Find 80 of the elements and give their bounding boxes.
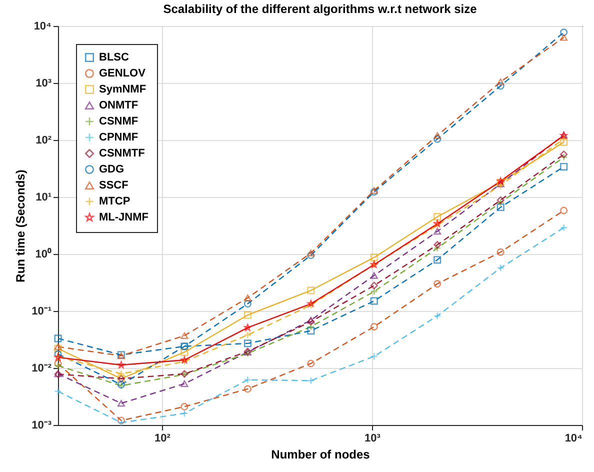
point <box>560 138 568 146</box>
y-tick-label: 10² <box>36 134 52 146</box>
point <box>370 272 378 279</box>
point <box>180 348 188 356</box>
point <box>434 241 442 249</box>
legend-label: CSNMTF <box>99 148 146 160</box>
legend-label: MTCP <box>99 196 130 208</box>
y-tick-label: 10³ <box>36 78 52 90</box>
y-tick-label: 10⁰ <box>35 248 52 260</box>
point <box>244 294 252 302</box>
legend-label: SymNMF <box>99 84 146 96</box>
x-tick-label: 10² <box>154 432 171 444</box>
y-tick-label: 10⁴ <box>34 20 52 32</box>
point <box>307 360 315 368</box>
point <box>496 198 504 206</box>
point <box>496 204 504 212</box>
point <box>370 322 378 330</box>
point <box>54 334 62 342</box>
point <box>560 28 568 36</box>
legend-label: ML-JNMF <box>99 212 149 224</box>
legend-label: CSNMF <box>99 116 138 128</box>
point <box>180 410 188 418</box>
point <box>307 327 315 335</box>
point <box>370 352 378 360</box>
y-tick-label: 10⁻¹ <box>32 306 52 318</box>
point <box>117 400 125 407</box>
point <box>434 135 442 143</box>
point <box>496 196 504 204</box>
x-tick-label: 10³ <box>364 432 381 444</box>
chart-title: Scalability of the different algorithms w.r.t network size <box>163 2 478 16</box>
point <box>54 388 62 396</box>
point <box>180 332 188 339</box>
legend-label: ONMTF <box>99 100 138 112</box>
point <box>560 162 568 170</box>
point <box>496 248 504 256</box>
point <box>434 228 442 235</box>
point <box>434 244 442 252</box>
point <box>54 350 62 358</box>
point <box>370 288 378 296</box>
y-tick-label: 10¹ <box>36 192 52 204</box>
point <box>307 250 315 256</box>
legend-label: GDG <box>99 164 124 176</box>
point <box>307 252 315 260</box>
point <box>434 312 442 320</box>
point <box>496 264 504 272</box>
x-tick-label: 10⁴ <box>564 432 582 444</box>
point <box>244 300 252 308</box>
point <box>370 282 378 290</box>
point <box>307 322 315 330</box>
point <box>180 380 188 388</box>
point <box>244 376 252 384</box>
legend-label: CPNMF <box>99 132 138 144</box>
point <box>244 324 252 331</box>
x-axis-title: Number of nodes <box>271 448 370 462</box>
point <box>370 254 378 262</box>
point <box>434 256 442 264</box>
point <box>434 132 442 139</box>
y-axis-title: Run time (Seconds) <box>14 170 28 282</box>
point <box>560 224 568 232</box>
point <box>434 280 442 288</box>
legend-label: GENLOV <box>99 68 146 80</box>
legend-label: SSCF <box>99 180 129 192</box>
point <box>244 385 252 393</box>
point <box>496 78 504 86</box>
point <box>244 340 252 348</box>
point <box>307 376 315 384</box>
point <box>180 402 188 410</box>
point <box>560 150 568 158</box>
legend-label: BLSC <box>99 52 129 64</box>
point <box>560 34 568 41</box>
point <box>244 311 252 319</box>
point <box>118 361 125 368</box>
point <box>370 297 378 305</box>
point <box>560 153 568 161</box>
point <box>496 82 504 90</box>
point <box>560 206 568 214</box>
y-tick-label: 10⁻² <box>32 362 52 374</box>
point <box>434 213 442 221</box>
y-tick-label: 10⁻³ <box>32 420 52 432</box>
point <box>307 286 315 294</box>
